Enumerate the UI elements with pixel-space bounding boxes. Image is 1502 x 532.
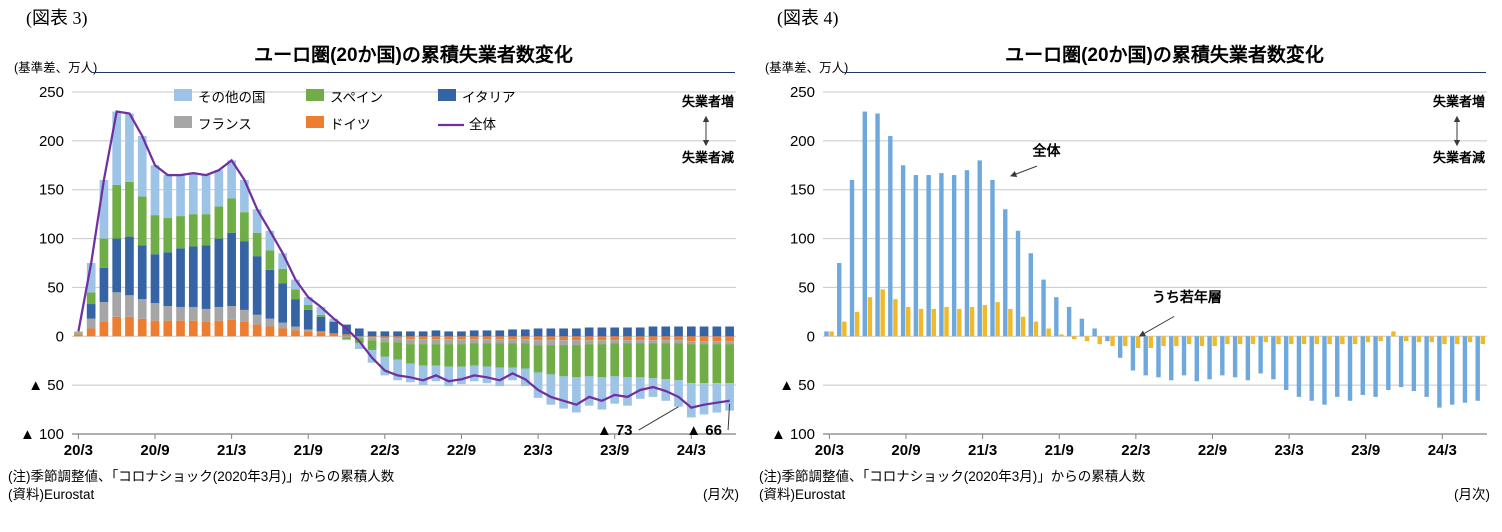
- y-tick-label: 100: [39, 231, 64, 248]
- x-tick-label: 24/3: [677, 442, 706, 459]
- figure3-panel: (図表 3) (基準差、万人) ユーロ圏(20か国)の累積失業者数変化 250 2…: [8, 8, 739, 504]
- x-tick-label: 21/9: [1045, 442, 1074, 459]
- legend-item-label: イタリア: [462, 90, 515, 105]
- x-tick-label: 23/9: [1351, 442, 1380, 459]
- y-tick-label: ▲ 50: [779, 377, 815, 394]
- y-axis-unit-label: (基準差、万人): [765, 61, 849, 75]
- legend-item-label: その他の国: [198, 90, 266, 105]
- y-tick-label: 50: [47, 279, 64, 296]
- note-source: (資料)Eurostat: [8, 487, 95, 502]
- x-tick-label: 23/3: [1274, 442, 1303, 459]
- y-tick-label: 0: [56, 328, 64, 345]
- y-tick-label: 200: [790, 133, 815, 150]
- value-callout: ▲ 73: [597, 422, 633, 439]
- legend-item-label: フランス: [198, 117, 252, 132]
- chart-title: ユーロ圏(20か国)の累積失業者数変化: [92, 40, 735, 73]
- y-tick-label: 0: [807, 328, 815, 345]
- x-tick-label: 21/3: [217, 442, 246, 459]
- y-tick-label: 250: [39, 84, 64, 101]
- x-tick-label: 21/9: [294, 442, 323, 459]
- frequency-label: (月次): [703, 487, 739, 502]
- bars-layer: [824, 111, 1486, 408]
- x-tick-label: 23/3: [523, 442, 552, 459]
- x-tick-label: 20/3: [815, 442, 844, 459]
- y-tick-label: ▲ 100: [771, 426, 815, 443]
- y-tick-label: 50: [798, 279, 815, 296]
- x-tick-label: 22/9: [1198, 442, 1227, 459]
- x-tick-label: 24/3: [1428, 442, 1457, 459]
- note-adjustment: (注)季節調整値、「コロナショック(2020年3月)」からの累積人数: [8, 469, 395, 484]
- x-tick-label: 20/3: [64, 442, 93, 459]
- bars-layer: [74, 111, 734, 418]
- chart-notes: (注)季節調整値、「コロナショック(2020年3月)」からの累積人数 (資料)E…: [759, 468, 1490, 504]
- value-callout: ▲ 66: [686, 422, 722, 439]
- figure4-panel: (図表 4) (基準差、万人) ユーロ圏(20か国)の累積失業者数変化 250 2…: [751, 0, 1502, 532]
- chart-notes: (注)季節調整値、「コロナショック(2020年3月)」からの累積人数 (資料)E…: [8, 468, 739, 504]
- decrease-label: 失業者減: [1433, 150, 1485, 165]
- y-tick-label: ▲ 100: [20, 426, 64, 443]
- x-tick-label: 20/9: [140, 442, 169, 459]
- y-tick-label: 150: [790, 182, 815, 199]
- y-tick-label: 250: [790, 84, 815, 101]
- y-tick-label: 150: [39, 182, 64, 199]
- x-tick-label: 20/9: [891, 442, 920, 459]
- series-callout-label: 全体: [1031, 143, 1061, 159]
- legend-item-label: スペイン: [330, 90, 383, 105]
- x-tick-label: 22/3: [370, 442, 399, 459]
- frequency-label: (月次): [1454, 487, 1490, 502]
- x-tick-label: 22/3: [1121, 442, 1150, 459]
- y-tick-label: 100: [790, 231, 815, 248]
- y-axis-unit-label: (基準差、万人): [14, 61, 98, 75]
- increase-label: 失業者増: [682, 94, 734, 109]
- figure-label: (図表 4): [777, 8, 839, 28]
- total-line: [77, 110, 730, 409]
- decrease-label: 失業者減: [682, 150, 734, 165]
- legend-item-label: ドイツ: [330, 117, 371, 132]
- note-source: (資料)Eurostat: [759, 487, 846, 502]
- series-callout-label: うち若年層: [1152, 289, 1222, 305]
- note-adjustment: (注)季節調整値、「コロナショック(2020年3月)」からの累積人数: [759, 469, 1146, 484]
- chart-title: ユーロ圏(20か国)の累積失業者数変化: [843, 40, 1486, 73]
- x-tick-label: 22/9: [447, 442, 476, 459]
- increase-label: 失業者増: [1433, 94, 1485, 109]
- x-tick-label: 23/9: [600, 442, 629, 459]
- y-tick-label: 200: [39, 133, 64, 150]
- figure-label: (図表 3): [26, 8, 88, 28]
- legend-item-label: 全体: [469, 116, 496, 132]
- x-tick-label: 21/3: [968, 442, 997, 459]
- y-tick-label: ▲ 50: [28, 377, 64, 394]
